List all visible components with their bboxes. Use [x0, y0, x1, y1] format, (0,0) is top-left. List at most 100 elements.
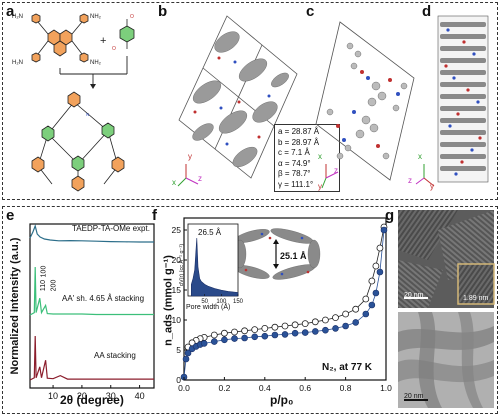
- iso-ytick-label: 10: [172, 315, 182, 325]
- iso-adsorption-point: [281, 331, 289, 338]
- iso-ytick-label: 20: [172, 255, 182, 265]
- iso-desorption-point: [342, 310, 350, 318]
- cell-param-a: a = 28.87 Å: [278, 127, 320, 136]
- linker-o-1: O: [130, 14, 134, 20]
- iso-xtick-label: 0.4: [259, 383, 271, 393]
- pxrd-series-0: [29, 224, 154, 243]
- iso-desorption-point: [241, 327, 248, 335]
- pxrd-xtick-label-20: 20: [77, 391, 87, 401]
- iso-desorption-point: [368, 277, 376, 285]
- iso-adsorption-point: [362, 310, 370, 318]
- axis-x-b: x: [172, 178, 176, 187]
- pxrd-xtick-label-10: 10: [48, 391, 58, 401]
- iso-adsorption-point: [200, 340, 208, 347]
- inset-peak-label: 26.5 Å: [198, 228, 222, 237]
- panel-label-g: g: [385, 207, 395, 224]
- inset-xtick-label: 50: [201, 299, 208, 305]
- pxrd-xtick-label-40: 40: [135, 391, 145, 401]
- iso-ytick-label: 0: [176, 375, 181, 385]
- inset-xtick-label: 150: [233, 299, 244, 305]
- axes-triad-c: [321, 164, 339, 189]
- iso-adsorption-point: [332, 325, 339, 332]
- iso-xtick-label: 0.8: [340, 383, 352, 393]
- stacking-side-view: [437, 15, 489, 183]
- pore-model: [233, 228, 321, 280]
- pxrd-series-1: [29, 266, 154, 316]
- pxrd-frame: [29, 223, 155, 389]
- panel-label-b: b: [158, 3, 168, 20]
- axis-y-b: y: [188, 152, 192, 161]
- iso-desorption-point: [311, 318, 319, 326]
- synthesis-scheme: H₂N NH₂ H₂N NH₂ + O O N: [12, 13, 135, 192]
- pxrd-label-aa: AA stacking: [94, 351, 136, 360]
- iso-xtick-label: 0.6: [299, 383, 311, 393]
- iso-adsorption-point: [301, 329, 309, 336]
- iso-ytick-label: 5: [176, 345, 181, 355]
- iso-xtick-label: 0.2: [218, 383, 230, 393]
- reaction-arrow: [59, 56, 128, 89]
- tem-top-scale: 20 nm: [404, 292, 424, 299]
- inset-xtick-label: 100: [216, 299, 227, 305]
- iso-xtick-label: 0.0: [178, 383, 190, 393]
- iso-adsorption-point: [372, 289, 380, 297]
- iso-desorption-point: [301, 320, 309, 327]
- panel-label-c: c: [306, 3, 315, 20]
- dialdehyde-linker: [119, 19, 135, 49]
- product-n-label: N: [86, 112, 89, 117]
- iso-adsorption-point: [211, 338, 218, 345]
- iso-desorption-point: [352, 305, 360, 313]
- axis-y-c: y: [318, 182, 322, 191]
- iso-adsorption-point: [251, 333, 258, 341]
- amine-label-2: NH₂: [90, 14, 102, 20]
- iso-desorption-point: [372, 262, 380, 270]
- cell-param-gamma: γ = 111.1°: [278, 179, 314, 189]
- iso-adsorption-point: [241, 334, 248, 342]
- inset-ylabel: dV(r) (cc Å⁻¹ g⁻¹): [179, 243, 185, 287]
- pxrd-xlabel: 2θ (degree): [60, 393, 124, 407]
- top-row-frame: [2, 2, 498, 200]
- inset-area: [191, 237, 239, 297]
- pxrd-ylabel: Normalized Intensity (a.u.): [9, 237, 21, 375]
- iso-desorption-point: [271, 323, 279, 331]
- cell-param-c: c = 7.1 Å: [278, 148, 310, 157]
- iso-adsorption-point: [352, 319, 359, 326]
- tem-bottom-scale: 20 nm: [404, 393, 424, 400]
- plus-sign: +: [100, 35, 106, 47]
- axis-x-c: x: [318, 152, 322, 161]
- axis-z-b: z: [198, 174, 202, 183]
- iso-desorption-point: [261, 325, 269, 332]
- pore-size-inset: 50 100 150: [187, 223, 244, 305]
- axes-triad-b: [177, 164, 199, 187]
- iso-desorption-point: [221, 329, 228, 337]
- iso-desorption-point: [281, 322, 289, 330]
- iso-frame: [183, 217, 387, 381]
- panel-label-a: a: [6, 3, 15, 20]
- amine-label-3: H₂N: [12, 60, 23, 66]
- iso-desorption-point: [362, 295, 370, 303]
- axis-y-d: y: [430, 182, 434, 191]
- pxrd-chart: 10 20 30 40: [29, 223, 155, 401]
- iso-ylabel: n_ads (mmol g⁻¹): [162, 255, 175, 346]
- tem-image-top: [398, 210, 495, 308]
- panel-label-f: f: [152, 207, 157, 224]
- cell-param-b: b = 28.97 Å: [278, 137, 320, 147]
- iso-adsorption-point: [368, 301, 376, 309]
- tem-image-bottom: [398, 312, 494, 408]
- iso-desorption-point: [376, 244, 384, 252]
- axis-z-c: z: [334, 166, 338, 175]
- isotherm-chart: 0.0 0.2 0.4 0.6 0.8 1.0 0 5 10 15 20 25: [172, 217, 392, 393]
- iso-desorption-point: [251, 326, 259, 333]
- iso-desorption-point: [210, 331, 218, 339]
- bottom-row-frame: [2, 206, 498, 414]
- tetraamine-monomer: [31, 13, 89, 63]
- iso-desorption-point: [332, 314, 339, 321]
- pxrd-peak-200: 200: [50, 279, 58, 292]
- iso-adsorption-point: [221, 336, 228, 344]
- iso-adsorption-point: [261, 332, 269, 340]
- iso-xlabel: p/p₀: [270, 393, 294, 407]
- cof-network: [31, 91, 125, 192]
- iso-adsorption-point: [312, 328, 319, 335]
- iso-note: N₂, at 77 K: [322, 362, 373, 373]
- iso-adsorption-point: [342, 322, 349, 330]
- iso-adsorption-point: [231, 335, 238, 342]
